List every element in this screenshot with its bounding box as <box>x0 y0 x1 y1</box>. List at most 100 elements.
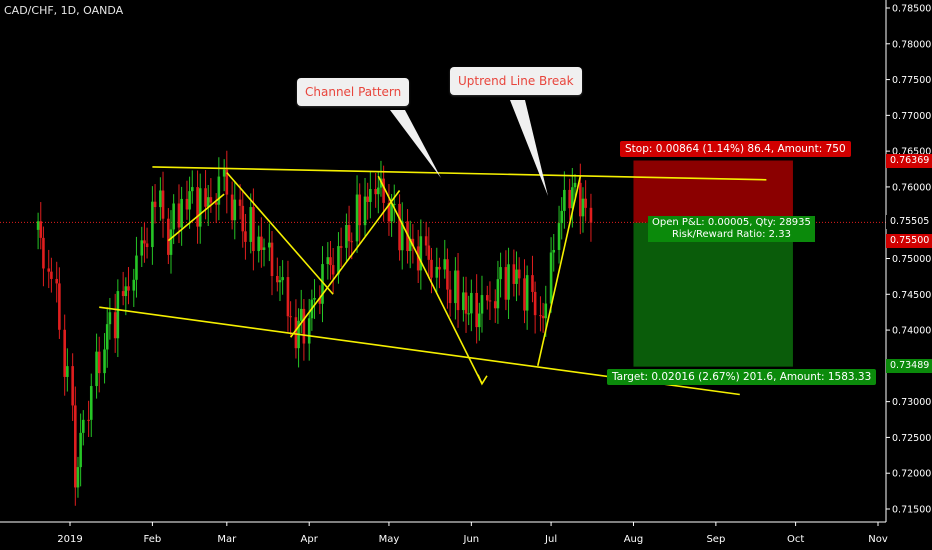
candle-body <box>97 351 101 374</box>
candle-body <box>382 178 385 203</box>
candle-body <box>198 188 202 227</box>
pnl-box[interactable]: Open P&L: 0.00005, Qty: 28935 Risk/Rewar… <box>648 216 815 242</box>
risk-reward-text: Risk/Reward Ratio: 2.33 <box>671 229 791 240</box>
arrow-head <box>477 374 488 386</box>
candle-body <box>161 190 165 219</box>
candle-body <box>135 255 138 280</box>
candle-body <box>36 221 40 230</box>
candle-body <box>430 259 433 278</box>
candle-body <box>387 202 391 222</box>
uptrend-break-callout[interactable]: Uptrend Line Break <box>450 67 582 95</box>
y-tick-label: 0.77500 <box>892 75 931 86</box>
candle-body <box>443 259 447 270</box>
position-zones <box>0 160 886 367</box>
candle-body <box>392 203 396 205</box>
candle-body <box>512 264 516 284</box>
candle-body <box>579 182 582 217</box>
candle-body <box>63 329 66 377</box>
candle-body <box>276 276 279 283</box>
target-price-tag: 0.73489 <box>886 359 932 373</box>
candle-body <box>167 218 170 255</box>
candle-body <box>563 189 566 211</box>
open-pnl-text: Open P&L: 0.00005, Qty: 28935 <box>652 217 811 228</box>
candle-body <box>448 289 452 304</box>
y-tick-label: 0.72000 <box>892 469 931 480</box>
candle-body <box>568 189 571 209</box>
candle-body <box>188 191 191 210</box>
candle-body <box>260 236 263 250</box>
candle-body <box>108 312 112 325</box>
candle-body <box>244 231 247 242</box>
candle-body <box>400 221 404 251</box>
candle-body <box>281 277 284 281</box>
candle-body <box>180 198 183 228</box>
candle-body <box>454 270 457 304</box>
candle-body <box>531 275 534 292</box>
candle-body <box>321 264 324 304</box>
candle-body <box>66 366 69 377</box>
candle-body <box>238 199 242 206</box>
candle-body <box>350 241 354 243</box>
symbol-title: CAD/CHF, 1D, OANDA <box>4 4 124 17</box>
candle-body <box>294 317 298 349</box>
candle-body <box>190 187 194 192</box>
candle-body <box>339 246 343 248</box>
candle-body <box>539 315 542 317</box>
candle-body <box>151 201 154 248</box>
candle-body <box>299 308 303 321</box>
y-tick-label: 0.76500 <box>892 147 931 158</box>
candle-body <box>87 419 90 421</box>
candle-body <box>345 224 348 248</box>
channel-callout-pointer <box>390 110 441 178</box>
candle-body <box>124 286 128 297</box>
candle-body <box>488 300 492 302</box>
target-label[interactable]: Target: 0.02016 (2.67%) 201.6, Amount: 1… <box>607 369 877 385</box>
candle-body <box>435 266 439 278</box>
candle-body <box>589 207 593 223</box>
swing-line <box>167 193 225 242</box>
x-tick-label: 2019 <box>57 534 82 545</box>
candle-body <box>278 280 282 283</box>
candle-body <box>326 257 330 265</box>
candle-body <box>233 199 237 221</box>
channel-top <box>152 166 767 181</box>
candle-body <box>103 349 106 374</box>
target-zone <box>633 222 793 367</box>
trendlines <box>99 100 767 396</box>
stop-price-tag: 0.76369 <box>886 154 932 168</box>
candle-body <box>398 203 401 251</box>
x-tick-label: Oct <box>787 534 804 545</box>
candle-body <box>581 198 585 217</box>
x-tick-label: Feb <box>144 534 162 545</box>
candle-body <box>172 203 175 230</box>
stop-label[interactable]: Stop: 0.00864 (1.14%) 86.4, Amount: 750 <box>620 141 851 157</box>
candle-body <box>140 240 144 256</box>
x-tick-label: Jun <box>463 534 480 545</box>
candle-body <box>408 238 412 252</box>
candle-body <box>169 229 173 255</box>
candle-body <box>337 246 340 275</box>
candle-body <box>549 252 553 304</box>
candle-body <box>286 277 290 317</box>
swing-line <box>377 175 483 385</box>
y-tick-label: 0.71500 <box>892 505 931 516</box>
candle-body <box>464 292 468 314</box>
candle-body <box>504 267 508 300</box>
candle-body <box>475 292 478 328</box>
candle-body <box>196 187 199 227</box>
candle-body <box>499 267 502 280</box>
candle-body <box>58 283 61 330</box>
current-price-tag: 0.75505 <box>886 215 932 229</box>
candle-body <box>552 249 556 253</box>
uptrend-line <box>537 176 582 367</box>
candle-body <box>209 197 213 203</box>
candle-body <box>132 279 136 291</box>
candle-body <box>478 313 481 328</box>
candle-body <box>159 190 162 208</box>
candle-body <box>374 189 377 195</box>
channel-pattern-callout[interactable]: Channel Pattern <box>297 78 410 106</box>
candle-body <box>533 291 537 316</box>
candle-body <box>74 405 77 488</box>
candle-body <box>47 268 51 272</box>
